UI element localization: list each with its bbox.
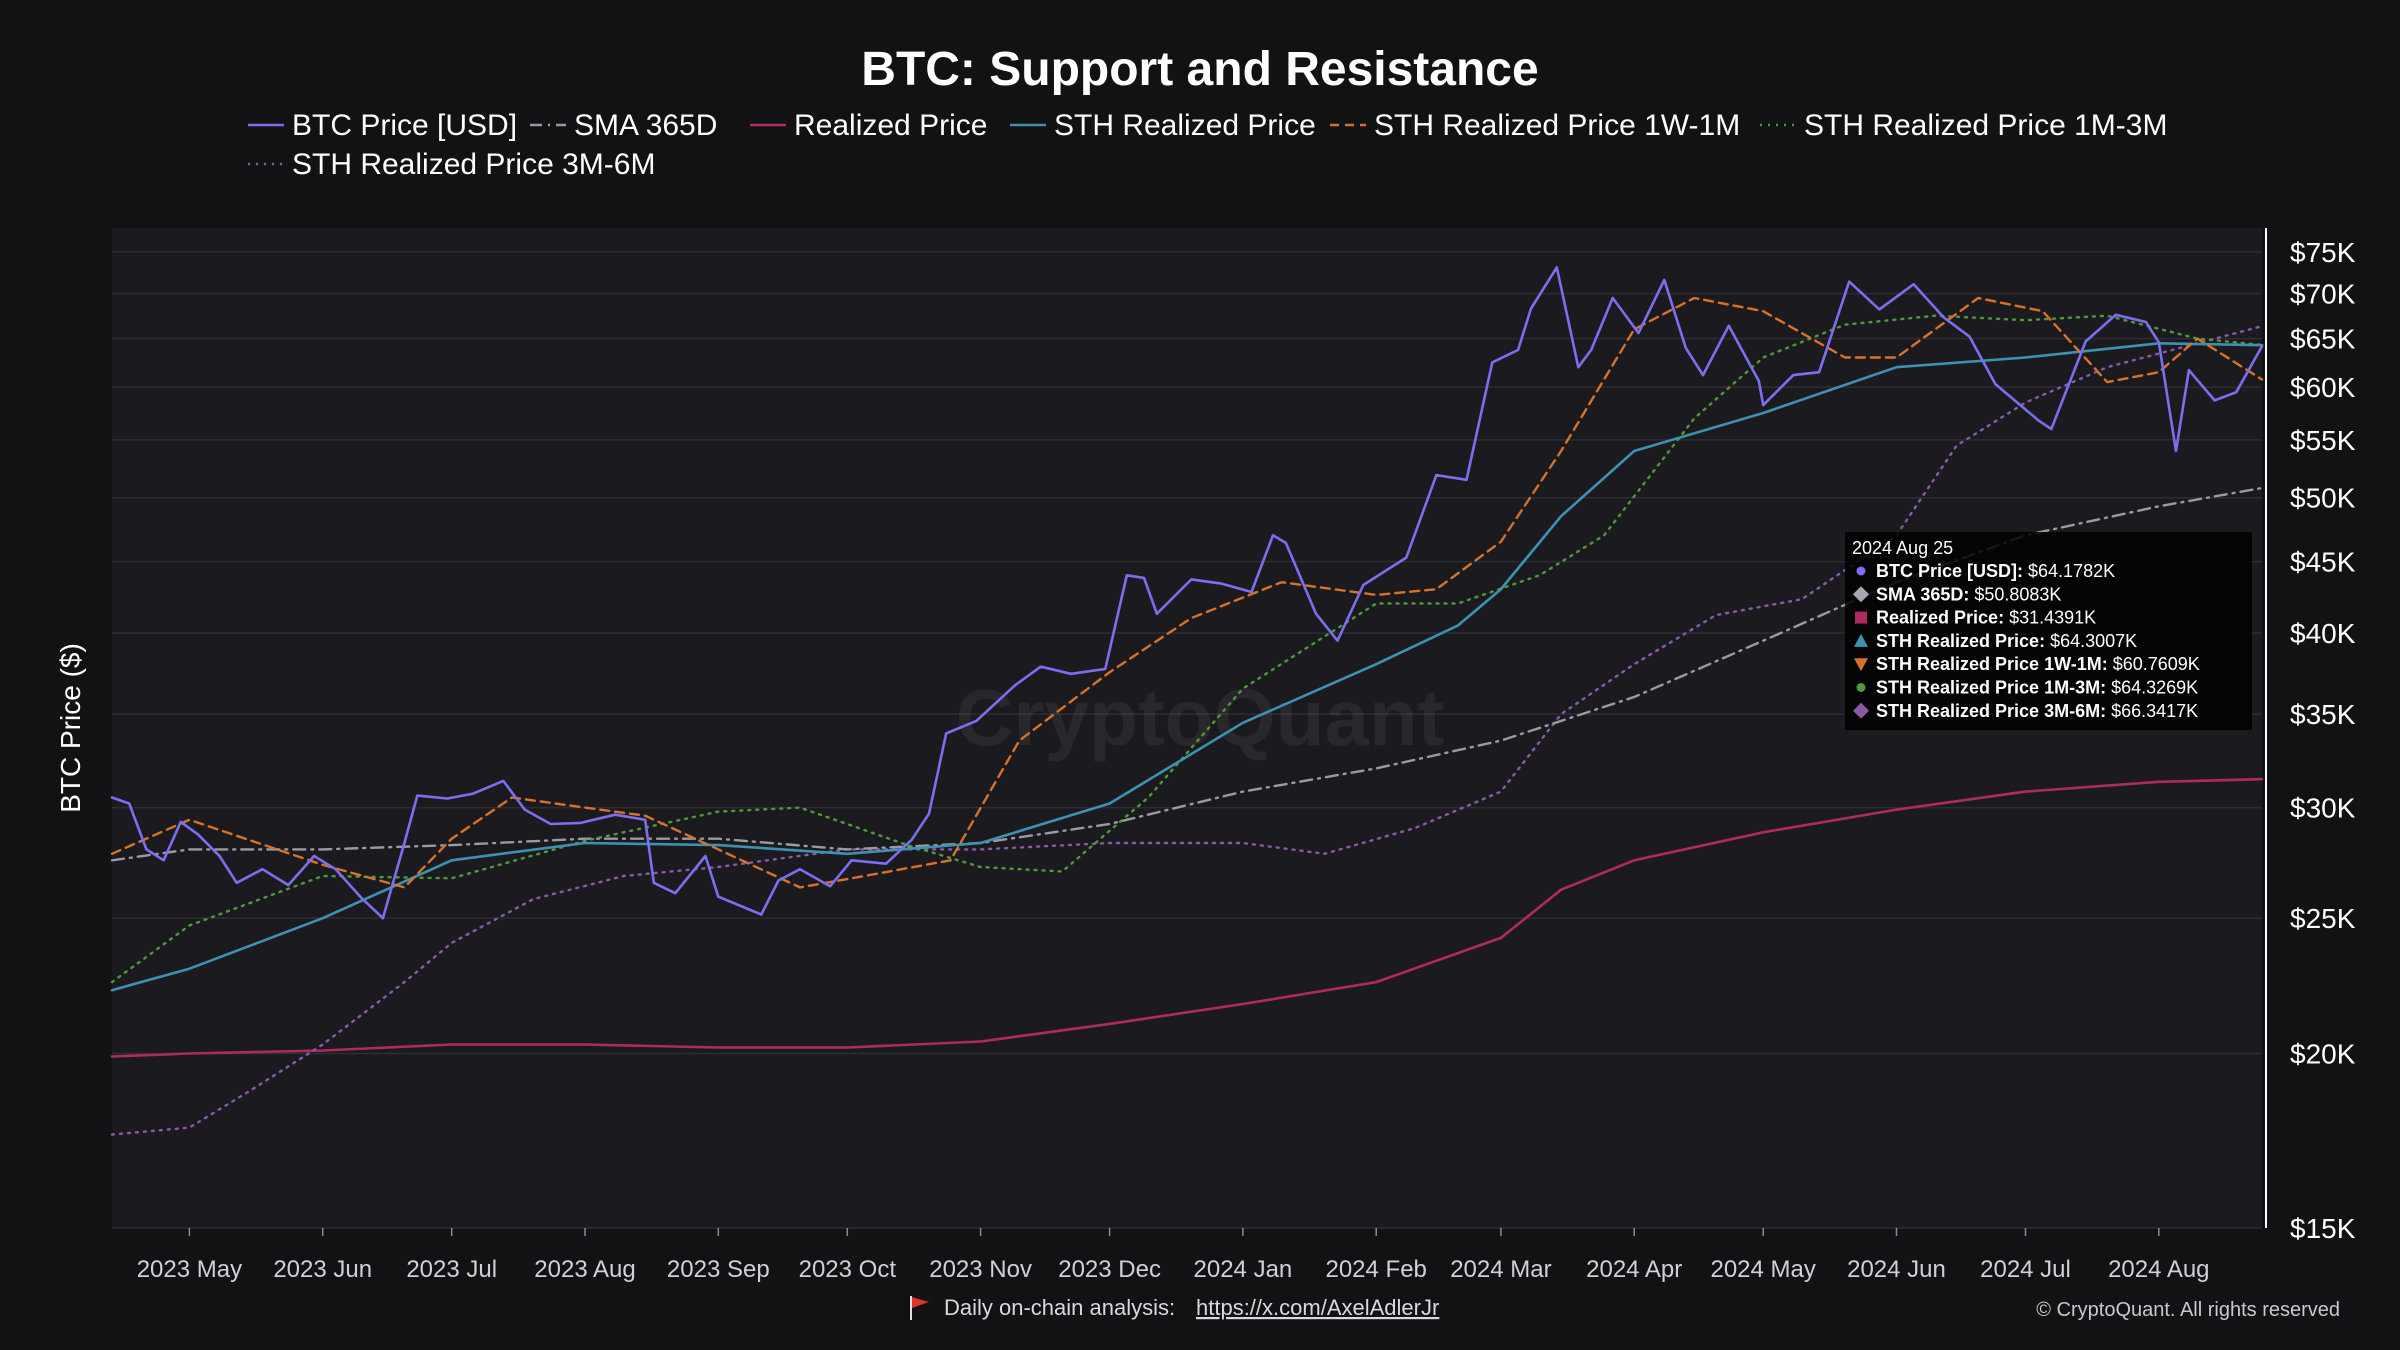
legend-label: STH Realized Price 3M-6M xyxy=(292,148,655,181)
legend-item-realized-price[interactable]: Realized Price xyxy=(750,109,987,142)
tooltip-row: STH Realized Price 3M-6M: $66.3417K xyxy=(1876,701,2198,721)
legend-label: BTC Price [USD] xyxy=(292,109,517,142)
footer: Daily on-chain analysis: https://x.com/A… xyxy=(910,1295,2340,1321)
red-flag-icon xyxy=(910,1296,929,1320)
tooltip-marker-icon xyxy=(1856,566,1866,576)
tooltip-row-value: $66.3417K xyxy=(2106,701,2198,721)
tooltip-row-value: $64.3007K xyxy=(2045,631,2137,651)
tooltip-row-label: STH Realized Price 1M-3M: xyxy=(1876,678,2106,698)
x-tick-label: 2023 Dec xyxy=(1058,1256,1161,1283)
tooltip-row-label: BTC Price [USD]: xyxy=(1876,561,2023,581)
legend-item-sth-realized-price-1m-3m[interactable]: STH Realized Price 1M-3M xyxy=(1760,109,2167,142)
y-tick-label: $20K xyxy=(2290,1039,2356,1070)
x-tick-label: 2023 Aug xyxy=(534,1256,635,1283)
x-tick-label: 2024 Apr xyxy=(1586,1256,1682,1283)
legend-item-sth-realized-price[interactable]: STH Realized Price xyxy=(1010,109,1316,142)
tooltip-row: STH Realized Price: $64.3007K xyxy=(1876,631,2137,651)
legend-label: STH Realized Price 1W-1M xyxy=(1374,109,1740,142)
watermark: CryptoQuant xyxy=(956,673,1445,762)
tooltip-row-value: $64.3269K xyxy=(2106,678,2198,698)
tooltip-row: BTC Price [USD]: $64.1782K xyxy=(1876,561,2115,581)
y-tick-label: $45K xyxy=(2290,547,2356,578)
x-tick-label: 2023 Nov xyxy=(929,1256,1032,1283)
legend-label: Realized Price xyxy=(794,109,987,142)
x-tick-label: 2024 Aug xyxy=(2108,1256,2209,1283)
y-tick-label: $40K xyxy=(2290,618,2356,649)
legend-label: STH Realized Price xyxy=(1054,109,1316,142)
y-tick-label: $55K xyxy=(2290,425,2356,456)
tooltip-marker-icon xyxy=(1856,683,1866,692)
y-axis-ticks: $15K $20K $25K $30K $35K $40K $45K $50K $55K $60K… xyxy=(2290,237,2356,1244)
y-tick-label: $60K xyxy=(2290,372,2356,403)
legend-item-btc-price-usd[interactable]: BTC Price [USD] xyxy=(248,109,517,142)
tooltip-marker-icon xyxy=(1854,658,1868,672)
y-tick-label: $25K xyxy=(2290,903,2356,934)
copyright: © CryptoQuant. All rights reserved xyxy=(2036,1299,2340,1321)
tooltip-date: 2024 Aug 25 xyxy=(1852,538,1953,558)
legend-item-sth-realized-price-1w-1m[interactable]: STH Realized Price 1W-1M xyxy=(1330,109,1740,142)
series-line-sth-realized-price xyxy=(110,342,2264,992)
y-tick-label: $65K xyxy=(2290,324,2356,355)
legend-item-sth-realized-price-3m-6m[interactable]: STH Realized Price 3M-6M xyxy=(248,148,655,181)
tooltip-row-value: $31.4391K xyxy=(2004,608,2096,628)
tooltip: 2024 Aug 25 BTC Price [USD]: $64.1782K SM… xyxy=(1845,532,2252,730)
x-tick-label: 2024 Jun xyxy=(1847,1256,1946,1283)
y-tick-label: $50K xyxy=(2290,483,2356,514)
x-tick-label: 2024 Mar xyxy=(1450,1256,1551,1283)
tooltip-marker-icon xyxy=(1853,702,1869,719)
series-line-sth-realized-price-1w-1m xyxy=(110,296,2264,889)
legend: BTC Price [USD] SMA 365D Realized Price STH… xyxy=(248,109,2167,181)
x-tick-label: 2023 May xyxy=(137,1256,242,1283)
tooltip-row-value: $64.1782K xyxy=(2023,561,2115,581)
series-line-sth-realized-price-3m-6m xyxy=(110,325,2264,1136)
footer-text: Daily on-chain analysis: xyxy=(944,1295,1175,1320)
x-axis-ticks: 2023 May 2023 Jun 2023 Jul 2023 Aug 2023 Sep… xyxy=(137,1228,2210,1283)
legend-item-sma-365d[interactable]: SMA 365D xyxy=(530,109,717,142)
x-tick-label: 2023 Jun xyxy=(273,1256,372,1283)
x-tick-label: 2024 Feb xyxy=(1325,1256,1426,1283)
legend-label: STH Realized Price 1M-3M xyxy=(1804,109,2167,142)
y-tick-label: $70K xyxy=(2290,279,2356,310)
tooltip-row-label: STH Realized Price 1W-1M: xyxy=(1876,654,2108,674)
tooltip-row-value: $50.8083K xyxy=(1969,584,2061,604)
tooltip-background xyxy=(1845,532,2252,730)
footer-link[interactable]: https://x.com/AxelAdlerJr xyxy=(1196,1295,1439,1320)
y-tick-label: $35K xyxy=(2290,699,2356,730)
chart-title: BTC: Support and Resistance xyxy=(861,43,1538,96)
x-tick-label: 2024 Jan xyxy=(1194,1256,1293,1283)
tooltip-marker-icon xyxy=(1855,611,1867,624)
tooltip-marker-icon xyxy=(1854,633,1868,647)
x-tick-label: 2024 Jul xyxy=(1980,1256,2071,1283)
y-tick-label: $30K xyxy=(2290,793,2356,824)
tooltip-row-label: Realized Price: xyxy=(1876,608,2004,628)
y-tick-label: $75K xyxy=(2290,237,2356,268)
tooltip-row: STH Realized Price 1W-1M: $60.7609K xyxy=(1876,654,2200,674)
x-tick-label: 2023 Oct xyxy=(799,1256,897,1283)
x-tick-label: 2023 Sep xyxy=(667,1256,770,1283)
x-tick-label: 2024 May xyxy=(1710,1256,1815,1283)
x-tick-label: 2023 Jul xyxy=(406,1256,497,1283)
series-line-realized-price xyxy=(110,777,2264,1058)
tooltip-rows: BTC Price [USD]: $64.1782K SMA 365D: $50.… xyxy=(1853,561,2200,721)
y-tick-label: $15K xyxy=(2290,1213,2356,1244)
tooltip-row-label: STH Realized Price 3M-6M: xyxy=(1876,701,2106,721)
legend-label: SMA 365D xyxy=(574,109,717,142)
tooltip-row-label: STH Realized Price: xyxy=(1876,631,2045,651)
tooltip-row-value: $60.7609K xyxy=(2108,654,2200,674)
y-axis-label: BTC Price ($) xyxy=(55,643,86,813)
tooltip-row-label: SMA 365D: xyxy=(1876,584,1969,604)
tooltip-marker-icon xyxy=(1853,586,1869,603)
series-layer xyxy=(110,266,2264,1136)
series-line-btc-price-usd xyxy=(110,266,2264,920)
tooltip-row: SMA 365D: $50.8083K xyxy=(1876,584,2061,604)
tooltip-row: STH Realized Price 1M-3M: $64.3269K xyxy=(1876,678,2198,698)
tooltip-row: Realized Price: $31.4391K xyxy=(1876,608,2096,628)
